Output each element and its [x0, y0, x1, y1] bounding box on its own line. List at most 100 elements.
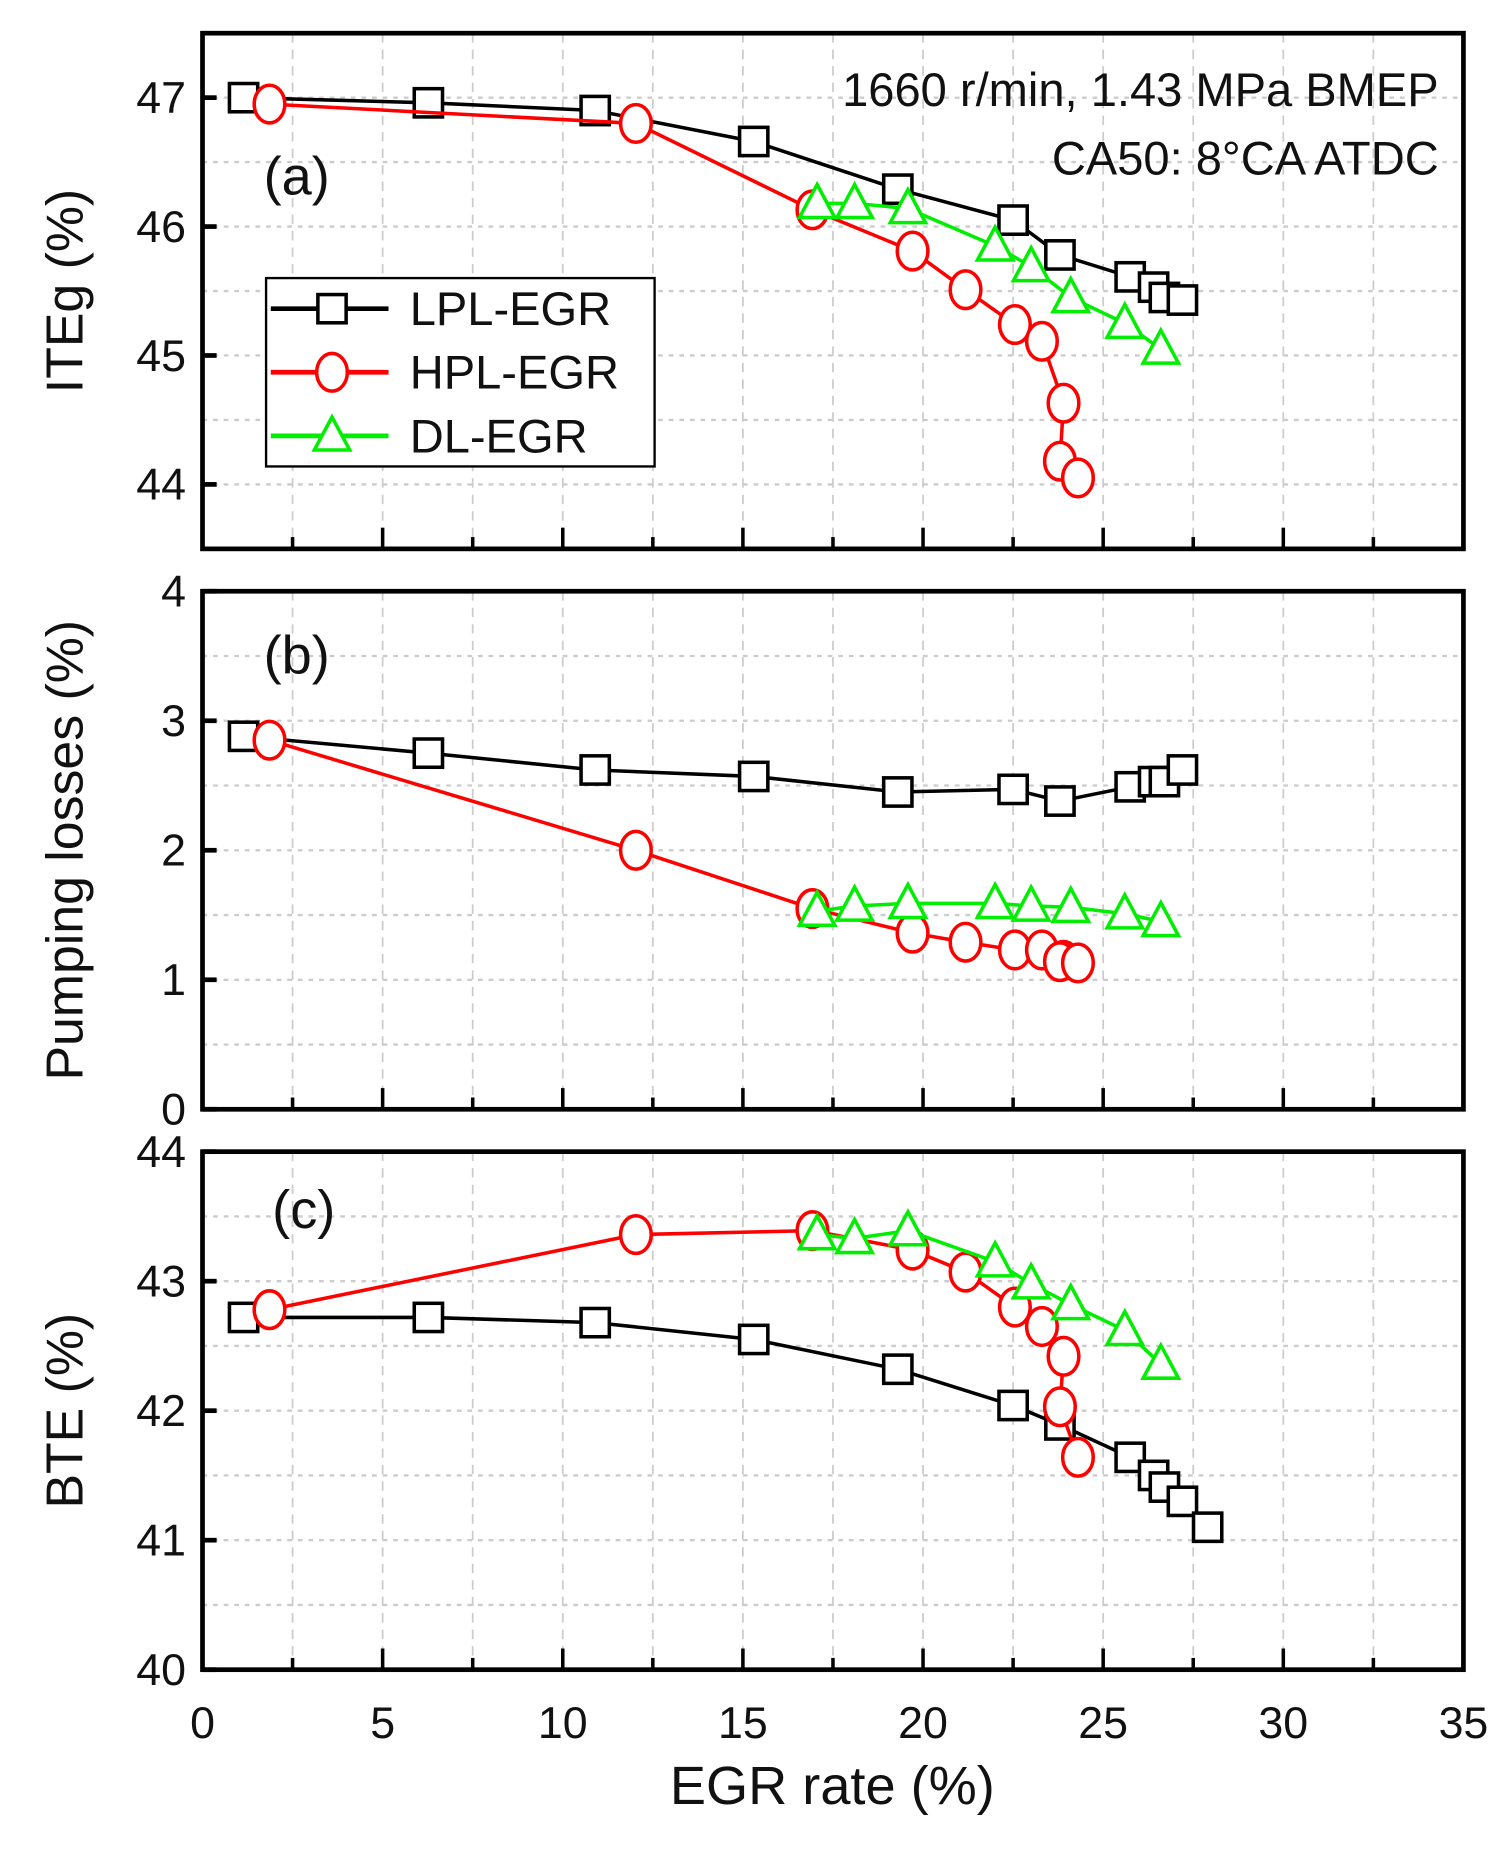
- y-tick-label: 42: [136, 1387, 186, 1436]
- series-line-hpl-egr: [269, 102, 1080, 480]
- ca50-annotation: CA50: 8°CA ATDC: [1052, 131, 1439, 184]
- data-point-lpl-egr: [1114, 1441, 1147, 1474]
- legend-label: DL-EGR: [410, 409, 588, 462]
- data-point-dl-egr: [796, 888, 838, 928]
- x-tick-label: 5: [370, 1699, 395, 1748]
- data-point-dl-egr: [833, 883, 876, 922]
- data-point-lpl-egr: [881, 1353, 914, 1386]
- y-tick-label: 43: [136, 1257, 186, 1306]
- y-tick-label: 47: [136, 74, 186, 123]
- panel-label: (c): [272, 1180, 335, 1240]
- data-point-hpl-egr: [895, 230, 930, 272]
- data-point-hpl-egr: [1024, 320, 1059, 362]
- data-point-lpl-egr: [412, 737, 445, 770]
- data-point-lpl-egr: [579, 754, 612, 786]
- data-point-lpl-egr: [579, 1306, 612, 1339]
- data-point-dl-egr: [1140, 1341, 1182, 1380]
- data-point-hpl-egr: [252, 83, 287, 125]
- x-tick-label: 35: [1439, 1699, 1489, 1748]
- data-point-lpl-egr: [997, 773, 1029, 806]
- panel-label: (a): [264, 146, 330, 206]
- data-point-hpl-egr: [1060, 457, 1096, 499]
- data-point-hpl-egr: [1042, 1386, 1078, 1428]
- data-point-dl-egr: [833, 180, 876, 220]
- data-point-hpl-egr: [948, 1251, 983, 1293]
- data-point-hpl-egr: [618, 829, 653, 871]
- data-point-lpl-egr: [1191, 1511, 1224, 1544]
- data-point-dl-egr: [1140, 326, 1182, 365]
- y-tick-label: 4: [161, 568, 186, 617]
- data-point-lpl-egr: [1166, 284, 1199, 316]
- legend-label: HPL-EGR: [410, 346, 619, 399]
- y-tick-label: 41: [136, 1516, 186, 1565]
- y-tick-label: 0: [161, 1086, 186, 1135]
- panel-2: [200, 1149, 1466, 1673]
- plot-frame: [200, 588, 1466, 1112]
- data-point-lpl-egr: [737, 760, 770, 793]
- data-point-dl-egr: [1104, 891, 1146, 930]
- data-point-hpl-egr: [618, 102, 653, 145]
- data-point-hpl-egr: [1060, 942, 1096, 984]
- data-point-hpl-egr: [1046, 382, 1081, 424]
- data-point-dl-egr: [1050, 1281, 1092, 1321]
- data-point-hpl-egr: [618, 1213, 653, 1256]
- x-tick-label: 30: [1258, 1699, 1308, 1748]
- panel-1: [200, 588, 1466, 1112]
- legend-marker-dl-egr: [311, 413, 353, 452]
- data-point-lpl-egr: [1166, 754, 1199, 786]
- data-point-lpl-egr: [227, 81, 260, 114]
- data-point-dl-egr: [887, 1208, 929, 1247]
- data-point-lpl-egr: [1166, 1485, 1199, 1518]
- y-tick-label: 45: [136, 332, 186, 381]
- series-line-dl-egr: [817, 201, 1162, 351]
- data-point-dl-egr: [887, 880, 929, 920]
- panel-label: (b): [264, 626, 330, 686]
- data-point-hpl-egr: [252, 1289, 287, 1331]
- y-tick-label: 3: [161, 697, 186, 746]
- data-point-dl-egr: [1050, 274, 1092, 314]
- data-point-dl-egr: [887, 185, 929, 225]
- data-point-dl-egr: [1010, 1261, 1052, 1300]
- x-tick-label: 10: [538, 1699, 588, 1748]
- legend: [264, 276, 656, 468]
- data-point-dl-egr: [796, 1211, 838, 1251]
- data-point-hpl-egr: [1060, 1436, 1096, 1478]
- plot-frame: [200, 30, 1466, 552]
- data-point-lpl-egr: [737, 125, 770, 158]
- data-point-dl-egr: [1010, 883, 1052, 922]
- x-tick-label: 15: [718, 1699, 768, 1748]
- y-axis-label: Pumping losses (%): [35, 620, 93, 1081]
- y-tick-label: 1: [161, 956, 186, 1005]
- y-tick-label: 44: [136, 461, 186, 510]
- legend-label: LPL-EGR: [410, 282, 611, 335]
- data-point-hpl-egr: [1024, 1305, 1059, 1348]
- data-point-dl-egr: [1104, 1307, 1146, 1347]
- series-line-hpl-egr: [269, 1228, 1080, 1458]
- condition-annotation: 1660 r/min, 1.43 MPa BMEP: [842, 63, 1439, 116]
- data-point-dl-egr: [1010, 243, 1052, 283]
- data-point-dl-egr: [1104, 300, 1146, 340]
- data-point-dl-egr: [974, 223, 1016, 262]
- data-point-lpl-egr: [1044, 239, 1076, 271]
- y-tick-label: 46: [136, 203, 186, 252]
- x-tick-label: 20: [898, 1699, 948, 1748]
- data-point-hpl-egr: [948, 921, 983, 963]
- data-point-hpl-egr: [948, 269, 983, 311]
- y-tick-label: 2: [161, 827, 186, 876]
- panel-0: [200, 30, 1466, 552]
- data-point-hpl-egr: [997, 303, 1032, 346]
- y-tick-label: 44: [136, 1128, 186, 1177]
- x-axis-label: EGR rate (%): [670, 1756, 995, 1816]
- x-tick-label: 0: [190, 1699, 215, 1748]
- data-point-dl-egr: [974, 1239, 1016, 1278]
- legend-marker-lpl-egr: [316, 292, 348, 325]
- data-point-lpl-egr: [737, 1323, 770, 1356]
- data-point-lpl-egr: [1044, 785, 1076, 817]
- data-point-lpl-egr: [997, 1389, 1029, 1422]
- data-point-hpl-egr: [252, 719, 287, 761]
- data-point-lpl-egr: [997, 204, 1029, 237]
- legend-marker-hpl-egr: [314, 351, 350, 393]
- x-tick-label: 25: [1078, 1699, 1128, 1748]
- series-line-lpl-egr: [243, 734, 1184, 803]
